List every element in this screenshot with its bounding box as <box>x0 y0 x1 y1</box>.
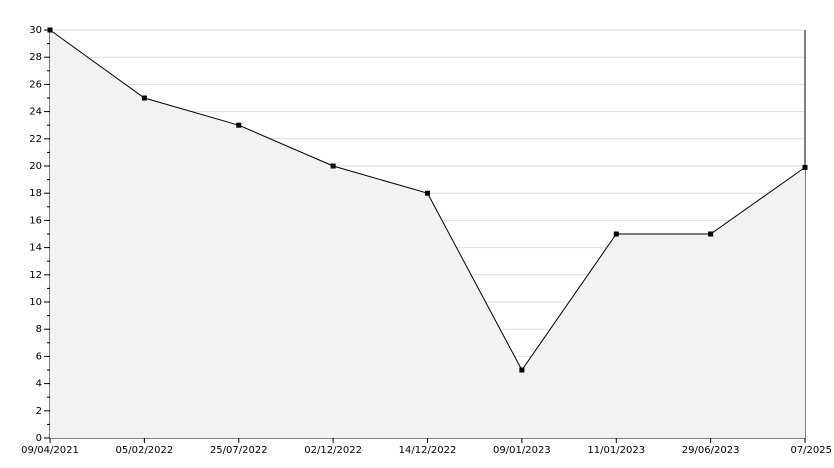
y-tick-label: 30 <box>29 25 42 36</box>
point <box>330 163 336 169</box>
y-tick-label: 2 <box>36 406 42 417</box>
y-tick-label: 12 <box>29 270 42 281</box>
y-tick-label: 8 <box>36 324 42 335</box>
y-tick-label: 24 <box>29 107 42 118</box>
y-tick-label: 4 <box>36 379 42 390</box>
point <box>613 231 619 237</box>
y-tick-label: 6 <box>36 351 42 362</box>
x-tick-label: 02/12/2022 <box>304 445 362 456</box>
y-tick-label: 22 <box>29 134 42 145</box>
y-tick-label: 20 <box>29 161 42 172</box>
point <box>236 122 242 128</box>
point <box>141 95 147 101</box>
y-tick-label: 0 <box>36 433 42 444</box>
point <box>519 367 525 373</box>
point <box>47 27 53 33</box>
x-tick-label: 05/02/2022 <box>116 445 174 456</box>
y-tick-label: 14 <box>29 243 42 254</box>
x-tick-label: 25/07/2022 <box>210 445 268 456</box>
area-fill <box>50 30 805 438</box>
y-tick-label: 10 <box>29 297 42 308</box>
y-tick-label: 16 <box>29 215 42 226</box>
x-tick-label: 14/12/2022 <box>399 445 457 456</box>
y-tick-label: 28 <box>29 52 42 63</box>
point <box>425 190 430 196</box>
y-tick-label: 26 <box>29 79 42 90</box>
x-tick-label: 07/2025 <box>790 445 832 456</box>
point <box>802 164 808 170</box>
x-tick-label: 09/04/2021 <box>21 445 79 456</box>
point <box>708 231 714 237</box>
x-tick-label: 09/01/2023 <box>493 445 551 456</box>
y-tick-label: 18 <box>29 188 42 199</box>
x-tick-label: 29/06/2023 <box>682 445 740 456</box>
x-tick-label: 11/01/2023 <box>587 445 645 456</box>
